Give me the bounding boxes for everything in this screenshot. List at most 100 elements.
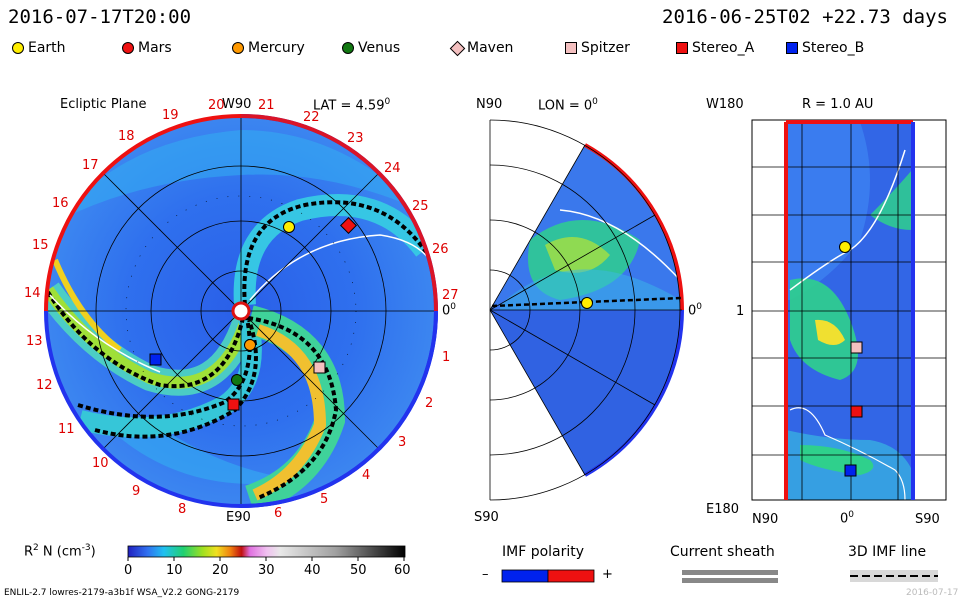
colorbar-tick: 50 [350,563,367,578]
wedge-south [490,310,682,475]
zero-value: 0 [688,303,697,319]
venus-icon [342,42,354,54]
radial-zero-label: 00 [840,510,854,526]
earth-icon [12,42,24,54]
meridional-lon-label: LON = 00 [538,97,598,113]
radial-s90-label: S90 [915,512,940,527]
footer-model-info: ENLIL-2.7 lowres-2179-a3b1f WSA_V2.2 GON… [4,588,240,598]
legend-label: Venus [358,40,401,56]
venus-marker [231,374,243,386]
day-tick: 6 [274,506,283,521]
footer-date: 2016-07-17 [906,588,959,598]
day-tick: 15 [32,238,49,253]
mercury-marker [244,339,256,351]
radial-w180-label: W180 [706,97,744,112]
day-tick: 24 [384,161,401,176]
sheath-swatch-top [682,570,778,575]
boundary-east [44,310,242,508]
ecliptic-title: Ecliptic Plane [60,97,147,112]
current-sheath-title: Current sheath [670,544,775,560]
zero-degree: 0 [450,302,457,312]
colorbar-label: R2 N (cm-3) [24,543,96,559]
legend-label: Stereo_B [802,40,865,56]
mercury-icon [232,42,244,54]
day-tick: 12 [36,378,53,393]
density-colorbar [127,545,406,561]
imf-sector-lines [49,234,431,373]
earth-orbit [125,195,357,427]
label-unit: N (cm [38,544,82,560]
imf-negative-swatch [501,569,549,583]
radial-map [751,119,947,501]
legend-label: Stereo_A [692,40,755,56]
run-time: 2016-06-25T02 +22.73 days [662,6,948,28]
day-tick: 16 [52,196,69,211]
colorbar-tick: 20 [212,563,229,578]
lat-value: LAT = 4.59 [313,98,385,114]
lon-value: LON = 0 [538,98,593,114]
earth-marker [283,221,295,233]
zero-degree: 0 [848,510,855,520]
day-tick: 18 [118,129,135,144]
label-exp: 2 [33,543,39,553]
boundary-north [44,114,242,312]
day-tick: 23 [347,131,364,146]
current-sheath-lines [46,200,430,500]
legend-maven: Maven [449,40,513,56]
radial-one-label: 1 [736,304,745,319]
spitzer-marker [313,361,326,374]
day-tick: 9 [132,484,141,499]
lat-degree: 0 [384,97,391,107]
day-tick: 25 [412,199,429,214]
spitzer-marker-map [850,341,863,354]
zero-degree: 0 [696,302,703,312]
day-tick: 26 [432,242,449,257]
lon-degree: 0 [592,97,598,107]
imf-polarity-title: IMF polarity [502,544,585,560]
sheath-swatch-bottom [682,578,778,583]
day-tick: 20 [208,98,225,113]
ecliptic-zero-label: 00 [442,302,456,318]
day-tick: 11 [58,422,75,437]
day-tick: 13 [26,334,43,349]
colorbar-tick: 0 [124,563,133,578]
legend-earth: Earth [12,40,66,56]
zero-value: 0 [840,511,849,527]
simulation-time: 2016-07-17T20:00 [8,6,192,28]
legend-spitzer: Spitzer [565,40,630,56]
earth-marker-map [839,241,851,253]
day-tick: 1 [442,350,451,365]
stereo-b-marker [149,353,162,366]
day-tick: 3 [398,435,407,450]
colorbar-tick: 30 [258,563,275,578]
mars-icon [122,42,134,54]
meridional-zero-label: 00 [688,302,702,318]
earth-marker-meridional [581,297,593,309]
colorbar-tick: 40 [304,563,321,578]
imf-positive-swatch [547,569,595,583]
radial-title: R = 1.0 AU [802,97,874,112]
meridional-plot [489,119,684,501]
legend-label: Mercury [248,40,305,56]
meridional-s90-label: S90 [474,510,499,525]
stereo-a-icon [676,42,688,54]
day-tick: 17 [82,158,99,173]
legend-stereo-b: Stereo_B [786,40,864,56]
zero-value: 0 [442,303,451,319]
label-close: ) [90,544,96,560]
day-tick: 8 [178,502,187,517]
ecliptic-e90-label: E90 [226,510,251,525]
legend-label: Mars [138,40,172,56]
day-tick: 22 [303,110,320,125]
legend-mars: Mars [122,40,172,56]
sun-icon [231,301,251,321]
imf-plus-label: + [602,567,613,582]
maven-marker [340,217,357,234]
imf-minus-label: – [482,567,489,582]
day-tick: 4 [362,468,371,483]
label-r: R [24,544,34,560]
legend-label: Spitzer [581,40,630,56]
spitzer-icon [565,42,577,54]
stereo-b-icon [786,42,798,54]
